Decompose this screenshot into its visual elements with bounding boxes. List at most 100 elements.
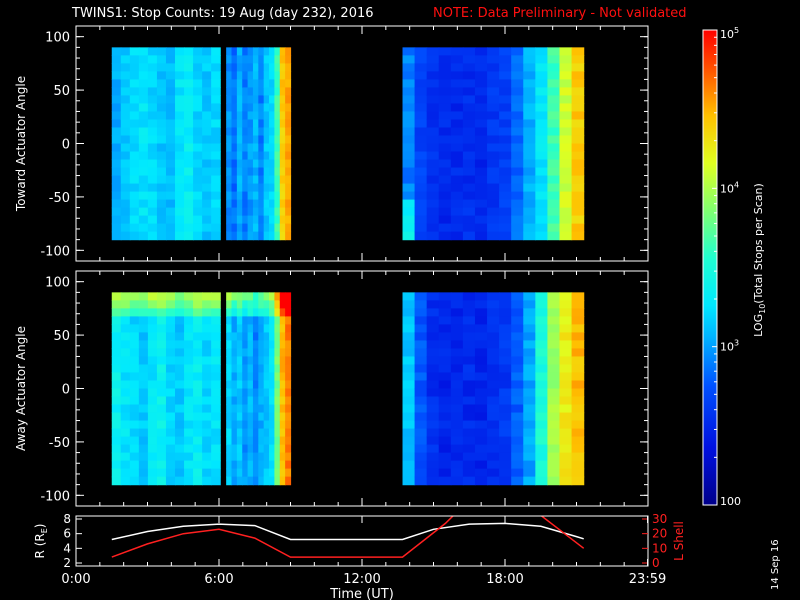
heatmap-cell: [242, 63, 249, 72]
heatmap-cell: [414, 71, 428, 81]
heatmap-cell: [523, 404, 536, 414]
heatmap-cell: [279, 151, 286, 161]
heatmap-cell: [450, 348, 464, 358]
heatmap-cell: [426, 452, 440, 462]
heatmap-cell: [129, 316, 140, 326]
heatmap-cell: [242, 468, 249, 478]
heatmap-cell: [414, 151, 428, 161]
heatmap-cell: [499, 404, 512, 414]
heatmap-cell: [138, 300, 149, 309]
heatmap-cell: [147, 191, 158, 201]
heatmap-cell: [242, 324, 249, 334]
heatmap-cell: [279, 404, 286, 414]
heatmap-cell: [487, 71, 500, 81]
heatmap-cell: [438, 340, 452, 350]
heatmap-cell: [274, 207, 281, 217]
heatmap-cell: [129, 324, 140, 334]
heatmap-cell: [211, 143, 221, 153]
heatmap-cell: [247, 95, 254, 105]
heatmap-cell: [487, 207, 500, 217]
heatmap-cell: [211, 207, 221, 217]
heatmap-cell: [402, 87, 416, 97]
heatmap-cell: [535, 215, 549, 225]
heatmap-cell: [129, 167, 140, 177]
heatmap-cell: [175, 460, 185, 470]
heatmap-cell: [523, 468, 536, 478]
heatmap-cell: [450, 135, 464, 145]
preliminary-note: NOTE: Data Preliminary - Not validated: [433, 6, 687, 21]
heatmap-cell: [269, 428, 276, 438]
heatmap-cell: [147, 476, 158, 486]
heatmap-cell: [499, 167, 512, 177]
heatmap-cell: [120, 404, 131, 414]
heatmap-cell: [571, 396, 585, 406]
heatmap-cell: [547, 300, 561, 309]
heatmap-cell: [258, 356, 265, 366]
heatmap-cell: [474, 468, 488, 478]
heatmap-cell: [111, 215, 122, 225]
heatmap-cell: [535, 420, 549, 430]
heatmap-cell: [402, 420, 416, 430]
heatmap-cell: [274, 199, 281, 209]
heatmap-cell: [474, 404, 488, 414]
heatmap-cell: [547, 55, 561, 64]
heatmap-cell: [202, 127, 212, 137]
heatmap-cell: [226, 356, 233, 366]
heatmap-cell: [438, 183, 452, 193]
heatmap-cell: [523, 460, 536, 470]
heatmap-cell: [211, 316, 221, 326]
heatmap-cell: [184, 388, 194, 398]
heatmap-cell: [279, 223, 286, 233]
heatmap-cell: [402, 396, 416, 406]
heatmap-cell: [438, 404, 452, 414]
heatmap-cell: [414, 127, 428, 137]
heatmap-cell: [129, 135, 140, 145]
heatmap-cell: [175, 468, 185, 478]
heatmap-cell: [559, 332, 573, 342]
heatmap-cell: [236, 444, 243, 454]
right-y-tick-label: 10: [652, 541, 667, 555]
heatmap-cell: [231, 95, 238, 105]
heatmap-cell: [571, 364, 585, 374]
heatmap-cell: [535, 103, 549, 113]
heatmap-cell: [211, 420, 221, 430]
heatmap-cell: [523, 199, 536, 209]
heatmap-cell: [231, 159, 238, 169]
heatmap-cell: [147, 300, 158, 309]
heatmap-cell: [263, 348, 270, 358]
heatmap-cell: [535, 79, 549, 89]
heatmap-cell: [426, 79, 440, 89]
heatmap-cell: [269, 55, 276, 64]
heatmap-cell: [236, 396, 243, 406]
heatmap-cell: [263, 127, 270, 137]
heatmap-cell: [129, 300, 140, 309]
heatmap-cell: [559, 372, 573, 382]
heatmap-cell: [236, 223, 243, 233]
heatmap-cell: [211, 380, 221, 390]
heatmap-cell: [242, 420, 249, 430]
heatmap-cell: [511, 364, 524, 374]
heatmap-cell: [242, 159, 249, 169]
heatmap-cell: [252, 476, 259, 486]
heatmap-cell: [231, 308, 238, 317]
heatmap-cell: [202, 55, 212, 64]
heatmap-cell: [242, 151, 249, 161]
heatmap-cell: [535, 292, 549, 301]
heatmap-cell: [438, 103, 452, 113]
heatmap-cell: [279, 135, 286, 145]
heatmap-cell: [175, 316, 185, 326]
heatmap-cell: [138, 476, 149, 486]
x-axis-label: Time (UT): [329, 587, 394, 600]
heatmap-cell: [511, 63, 524, 72]
heatmap-cell: [258, 175, 265, 185]
heatmap-cell: [462, 175, 476, 185]
heatmap-cell: [571, 404, 585, 414]
heatmap-cell: [414, 412, 428, 422]
heatmap-cell: [156, 199, 167, 209]
heatmap-cell: [211, 412, 221, 422]
heatmap-cell: [211, 476, 221, 486]
heatmap-cell: [559, 111, 573, 121]
heatmap-cell: [184, 143, 194, 153]
heatmap-cell: [202, 356, 212, 366]
heatmap-cell: [487, 404, 500, 414]
